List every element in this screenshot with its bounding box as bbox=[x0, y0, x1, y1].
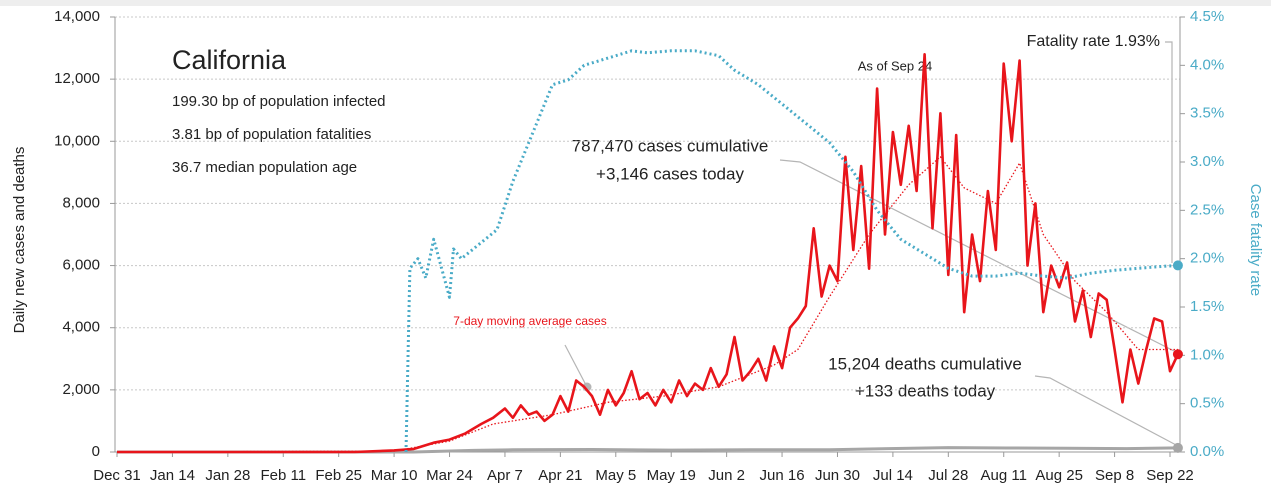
y-tick-label: 8,000 bbox=[62, 194, 100, 211]
leader-line bbox=[1165, 41, 1173, 263]
x-tick-label: Jun 2 bbox=[708, 467, 745, 484]
y-tick-label: 10,000 bbox=[54, 132, 100, 149]
y2-tick-label: 0.0% bbox=[1190, 443, 1224, 460]
y-tick-label: 4,000 bbox=[62, 319, 100, 336]
x-tick-label: Jul 14 bbox=[873, 467, 913, 484]
x-tick-label: Feb 11 bbox=[260, 467, 306, 484]
y2-tick-label: 2.5% bbox=[1190, 201, 1224, 218]
stat: 3.81 bp of population fatalities bbox=[172, 126, 371, 143]
y2-tick-label: 4.0% bbox=[1190, 56, 1224, 73]
x-tick-label: Sep 22 bbox=[1146, 467, 1194, 484]
y2-axis-label: Case fatality rate bbox=[1247, 184, 1264, 297]
y-axis-label: Daily new cases and deaths bbox=[11, 147, 28, 334]
leader-line bbox=[564, 344, 588, 388]
y-tick-label: 2,000 bbox=[62, 381, 100, 398]
deaths-note: +133 deaths today bbox=[855, 381, 996, 400]
leaders bbox=[564, 41, 1179, 447]
end-dot bbox=[1172, 260, 1183, 271]
x-tick-label: Jul 28 bbox=[928, 467, 968, 484]
fatality-label: Fatality rate 1.93% bbox=[1027, 33, 1160, 50]
series-line bbox=[404, 49, 1178, 453]
x-tick-label: Mar 24 bbox=[426, 467, 473, 484]
x-tick-label: May 19 bbox=[647, 467, 696, 484]
cases-note: 787,470 cases cumulative bbox=[572, 136, 769, 155]
y2-tick-label: 0.5% bbox=[1190, 395, 1224, 412]
y2-tick-label: 1.5% bbox=[1190, 298, 1224, 315]
end-dot bbox=[1172, 442, 1183, 453]
y2-tick-label: 1.0% bbox=[1190, 346, 1224, 363]
x-tick-label: Jun 16 bbox=[760, 467, 805, 484]
chart-title: California bbox=[172, 45, 287, 75]
x-tick-label: Aug 25 bbox=[1035, 467, 1083, 484]
stat: 199.30 bp of population infected bbox=[172, 93, 386, 110]
x-tick-label: Apr 21 bbox=[538, 467, 582, 484]
leader-line bbox=[779, 159, 1179, 354]
series-line bbox=[117, 52, 1180, 454]
y2-tick-label: 3.0% bbox=[1190, 153, 1224, 170]
x-tick-label: Apr 7 bbox=[487, 467, 523, 484]
as-of: As of Sep 24 bbox=[858, 58, 932, 73]
cases-note: +3,146 cases today bbox=[596, 164, 744, 183]
x-tick-label: Dec 31 bbox=[93, 467, 141, 484]
stat: 36.7 median population age bbox=[172, 159, 357, 176]
y2-tick-label: 3.5% bbox=[1190, 105, 1224, 122]
x-tick-label: Jan 14 bbox=[150, 467, 195, 484]
end-dot bbox=[1172, 349, 1183, 360]
y2-tick-label: 2.0% bbox=[1190, 250, 1224, 267]
y2-tick-label: 4.5% bbox=[1190, 8, 1224, 25]
series-line bbox=[117, 446, 1178, 454]
x-tick-label: Jan 28 bbox=[205, 467, 250, 484]
y-tick-label: 14,000 bbox=[54, 8, 100, 25]
top-band bbox=[0, 0, 1271, 6]
x-tick-label: Mar 10 bbox=[371, 467, 418, 484]
y-tick-label: 6,000 bbox=[62, 257, 100, 274]
y-tick-label: 0 bbox=[92, 443, 100, 460]
series-line bbox=[116, 156, 1178, 453]
y-tick-label: 12,000 bbox=[54, 70, 100, 87]
x-tick-label: Sep 8 bbox=[1095, 467, 1134, 484]
x-tick-label: Feb 25 bbox=[315, 467, 362, 484]
x-tick-label: Jun 30 bbox=[815, 467, 860, 484]
series-label: 7-day moving average cases bbox=[453, 314, 606, 328]
leader-line bbox=[1034, 375, 1179, 447]
x-tick-label: May 5 bbox=[595, 467, 636, 484]
deaths-note: 15,204 deaths cumulative bbox=[828, 354, 1022, 373]
x-tick-label: Aug 11 bbox=[981, 467, 1027, 484]
